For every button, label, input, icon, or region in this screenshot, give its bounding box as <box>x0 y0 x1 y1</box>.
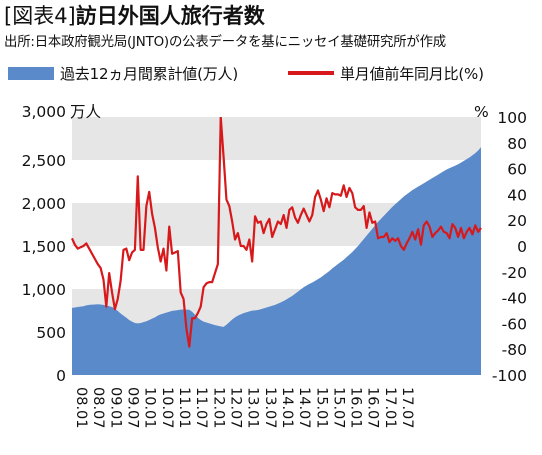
right-axis-ticks: 100 80 60 40 20 0 -20 -40 -60 -80 -100 <box>492 109 527 385</box>
x-axis-tick: 13.07 <box>262 387 278 429</box>
x-axis-ticks: 08.01 08.07 09.01 09.07 10.01 10.07 11.01 11.07… <box>73 387 415 429</box>
right-axis-tick: 20 <box>507 212 527 230</box>
chart: 3,000 2,500 2,000 1,500 1,000 500 0 100 80 60 40 2… <box>22 103 527 429</box>
x-axis-tick: 16.01 <box>348 387 364 429</box>
chart-title: [図表4]訪日外国人旅行者数 <box>4 2 265 30</box>
left-axis-unit: 万人 <box>70 103 101 121</box>
right-axis-tick: -100 <box>492 367 527 385</box>
x-axis-tick: 10.01 <box>142 387 158 429</box>
x-axis-tick: 08.01 <box>73 387 89 429</box>
x-axis-tick: 15.07 <box>330 387 346 429</box>
x-axis-tick: 12.07 <box>227 387 243 429</box>
left-axis-tick: 2,000 <box>22 195 66 213</box>
x-axis-tick: 10.07 <box>159 387 175 429</box>
x-axis-tick: 11.01 <box>176 387 192 429</box>
x-axis-tick: 16.07 <box>365 387 381 429</box>
x-axis-tick: 13.01 <box>245 387 261 429</box>
chart-title-bracket: [図表4] <box>4 4 76 28</box>
left-axis-ticks: 3,000 2,500 2,000 1,500 1,000 500 0 <box>22 103 66 385</box>
x-axis-tick: 17.01 <box>382 387 398 429</box>
chart-title-text: 訪日外国人旅行者数 <box>75 4 265 28</box>
x-axis-tick: 09.07 <box>124 387 140 429</box>
line-series-layer <box>70 117 482 348</box>
left-axis-tick: 1,500 <box>22 238 66 256</box>
legend-swatch-line <box>288 71 334 75</box>
right-axis-tick: -60 <box>502 315 527 333</box>
right-axis-tick: 80 <box>507 135 527 153</box>
left-axis-tick: 2,500 <box>22 152 66 170</box>
left-axis-tick: 1,000 <box>22 281 66 299</box>
area-series-layer <box>72 147 481 375</box>
left-axis-tick: 3,000 <box>22 103 66 121</box>
right-axis-tick: -80 <box>502 341 527 359</box>
legend-item-line: 単月値前年同月比(%) <box>288 60 484 86</box>
x-axis-tick: 11.07 <box>193 387 209 429</box>
right-axis-tick: 100 <box>497 109 527 127</box>
legend-swatch-area <box>8 66 54 80</box>
legend-label-area: 過去12ヵ月間累計値(万人) <box>60 64 238 83</box>
right-axis-unit: % <box>474 103 489 121</box>
grid-band-0 <box>72 117 481 160</box>
legend-label-line: 単月値前年同月比(%) <box>340 64 484 83</box>
left-axis-tick: 500 <box>36 324 66 342</box>
x-axis-tick: 08.07 <box>90 387 106 429</box>
right-axis-tick: 0 <box>517 238 527 256</box>
left-axis-tick: 0 <box>56 367 66 385</box>
x-axis-tick: 09.01 <box>107 387 123 429</box>
x-axis-tick: 17.07 <box>399 387 415 429</box>
area-series-cumulative <box>72 147 481 375</box>
legend-item-area: 過去12ヵ月間累計値(万人) <box>8 60 238 86</box>
x-axis-tick: 15.01 <box>313 387 329 429</box>
x-axis-tick: 14.01 <box>279 387 295 429</box>
x-axis-tick: 14.07 <box>296 387 312 429</box>
right-axis-tick: 40 <box>507 186 527 204</box>
right-axis-tick: -40 <box>502 290 527 308</box>
x-axis-tick: 12.01 <box>210 387 226 429</box>
right-axis-tick: 60 <box>507 161 527 179</box>
chart-subtitle: 出所:日本政府観光局(JNTO)の公表データを基にニッセイ基礎研究所が作成 <box>4 35 446 50</box>
right-axis-tick: -20 <box>502 264 527 282</box>
line-series-yoy <box>70 117 482 348</box>
